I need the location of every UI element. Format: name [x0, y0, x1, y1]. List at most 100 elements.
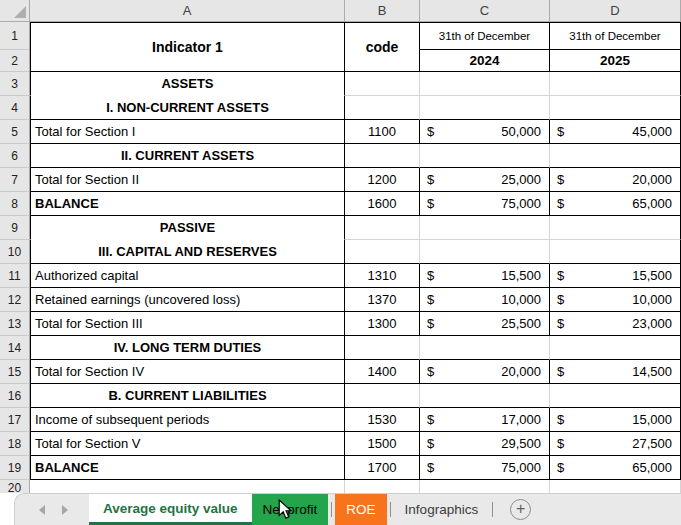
column-header-c[interactable]: C — [420, 0, 550, 22]
cell-b14[interactable] — [345, 336, 420, 360]
cell-indicator-title[interactable]: Indicator 1 — [30, 22, 345, 72]
row-header-10[interactable]: 10 — [0, 240, 30, 264]
row-header-5[interactable]: 5 — [0, 120, 30, 144]
cell-c20[interactable] — [420, 480, 550, 493]
cell-d18[interactable]: $27,500 — [550, 432, 681, 456]
cell-b4[interactable] — [345, 96, 420, 120]
cell-a4[interactable]: I. NON-CURRENT ASSETS — [30, 96, 345, 120]
row-header-12[interactable]: 12 — [0, 288, 30, 312]
cell-c10[interactable] — [420, 240, 550, 264]
cell-a10[interactable]: III. CAPITAL AND RESERVES — [30, 240, 345, 264]
cell-c19[interactable]: $75,000 — [420, 456, 550, 480]
cell-d13[interactable]: $23,000 — [550, 312, 681, 336]
row-header-14[interactable]: 14 — [0, 336, 30, 360]
cell-c15[interactable]: $20,000 — [420, 360, 550, 384]
cell-year-2025[interactable]: 2025 — [550, 50, 681, 72]
sheet-tab-infographics[interactable]: Infographics — [394, 494, 490, 525]
row-header-1[interactable]: 1 — [0, 22, 29, 50]
cell-c5[interactable]: $50,000 — [420, 120, 550, 144]
cell-b9[interactable] — [345, 216, 420, 240]
column-header-b[interactable]: B — [345, 0, 420, 22]
row-header-2[interactable]: 2 — [0, 50, 29, 72]
sheet-tab-net-profit[interactable]: Net profit — [252, 494, 329, 525]
prev-sheet-icon[interactable] — [39, 505, 45, 515]
cell-a19[interactable]: BALANCE — [30, 456, 345, 480]
row-header-7[interactable]: 7 — [0, 168, 30, 192]
cell-d20[interactable] — [550, 480, 681, 493]
cell-a8[interactable]: BALANCE — [30, 192, 345, 216]
row-header-6[interactable]: 6 — [0, 144, 30, 168]
cell-c7[interactable]: $25,000 — [420, 168, 550, 192]
cell-b20[interactable] — [345, 480, 420, 493]
row-header-16[interactable]: 16 — [0, 384, 30, 408]
cell-d9[interactable] — [550, 216, 681, 240]
cell-a9[interactable]: PASSIVE — [30, 216, 345, 240]
cell-c11[interactable]: $15,500 — [420, 264, 550, 288]
cell-d19[interactable]: $65,000 — [550, 456, 681, 480]
cell-c14[interactable] — [420, 336, 550, 360]
column-header-d[interactable]: D — [550, 0, 681, 22]
cell-d17[interactable]: $15,000 — [550, 408, 681, 432]
cell-b19[interactable]: 1700 — [345, 456, 420, 480]
cell-b10[interactable] — [345, 240, 420, 264]
cell-d11[interactable]: $15,500 — [550, 264, 681, 288]
cell-a11[interactable]: Authorized capital — [30, 264, 345, 288]
cell-d8[interactable]: $65,000 — [550, 192, 681, 216]
cell-c8[interactable]: $75,000 — [420, 192, 550, 216]
cell-d7[interactable]: $20,000 — [550, 168, 681, 192]
cell-a3[interactable]: ASSETS — [30, 72, 345, 96]
cell-b5[interactable]: 1100 — [345, 120, 420, 144]
cell-b8[interactable]: 1600 — [345, 192, 420, 216]
cell-a15[interactable]: Total for Section IV — [30, 360, 345, 384]
cell-code-title[interactable]: code — [345, 22, 420, 72]
cell-a16[interactable]: B. CURRENT LIABILITIES — [30, 384, 345, 408]
cell-a14[interactable]: IV. LONG TERM DUTIES — [30, 336, 345, 360]
cell-b3[interactable] — [345, 72, 420, 96]
cell-a7[interactable]: Total for Section II — [30, 168, 345, 192]
cell-a13[interactable]: Total for Section III — [30, 312, 345, 336]
cell-d12[interactable]: $10,000 — [550, 288, 681, 312]
cell-c12[interactable]: $10,000 — [420, 288, 550, 312]
row-header-17[interactable]: 17 — [0, 408, 30, 432]
cell-a20[interactable] — [30, 480, 345, 493]
cell-b18[interactable]: 1500 — [345, 432, 420, 456]
cell-date-label-2024[interactable]: 31th of December — [420, 22, 550, 50]
cell-b6[interactable] — [345, 144, 420, 168]
cell-b13[interactable]: 1300 — [345, 312, 420, 336]
cell-c16[interactable] — [420, 384, 550, 408]
cell-d6[interactable] — [550, 144, 681, 168]
cell-d5[interactable]: $45,000 — [550, 120, 681, 144]
cell-b15[interactable]: 1400 — [345, 360, 420, 384]
cell-b17[interactable]: 1530 — [345, 408, 420, 432]
cell-c13[interactable]: $25,500 — [420, 312, 550, 336]
row-header-13[interactable]: 13 — [0, 312, 30, 336]
row-header-15[interactable]: 15 — [0, 360, 30, 384]
row-header-4[interactable]: 4 — [0, 96, 30, 120]
cell-year-2024[interactable]: 2024 — [420, 50, 550, 72]
cell-c3[interactable] — [420, 72, 550, 96]
cell-a17[interactable]: Income of subsequent periods — [30, 408, 345, 432]
row-header-9[interactable]: 9 — [0, 216, 30, 240]
sheet-tab-roe[interactable]: ROE — [335, 494, 386, 525]
cell-a18[interactable]: Total for Section V — [30, 432, 345, 456]
cell-d15[interactable]: $14,500 — [550, 360, 681, 384]
cell-c18[interactable]: $29,500 — [420, 432, 550, 456]
add-sheet-button[interactable]: + — [510, 499, 531, 520]
cell-c9[interactable] — [420, 216, 550, 240]
cell-d16[interactable] — [550, 384, 681, 408]
cell-c4[interactable] — [420, 96, 550, 120]
cell-d14[interactable] — [550, 336, 681, 360]
row-header-20[interactable]: 20 — [0, 480, 30, 493]
cell-a5[interactable]: Total for Section I — [30, 120, 345, 144]
cell-d3[interactable] — [550, 72, 681, 96]
cell-b11[interactable]: 1310 — [345, 264, 420, 288]
cell-date-label-2025[interactable]: 31th of December — [550, 22, 681, 50]
cell-c6[interactable] — [420, 144, 550, 168]
cell-a6[interactable]: II. CURRENT ASSETS — [30, 144, 345, 168]
next-sheet-icon[interactable] — [62, 505, 68, 515]
cell-a12[interactable]: Retained earnings (uncovered loss) — [30, 288, 345, 312]
row-header-18[interactable]: 18 — [0, 432, 30, 456]
cell-b16[interactable] — [345, 384, 420, 408]
select-all-corner[interactable] — [0, 0, 30, 22]
row-header-3[interactable]: 3 — [0, 72, 30, 96]
